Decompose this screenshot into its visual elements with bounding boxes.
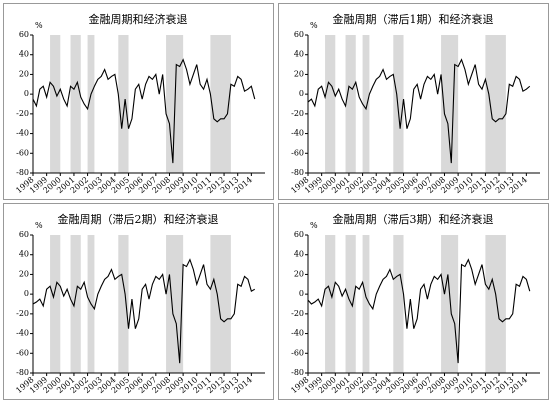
panel-border xyxy=(278,3,549,200)
y-tick-label: 60 xyxy=(294,30,304,39)
y-tick-label: 0 xyxy=(299,89,304,98)
y-tick-label: 40 xyxy=(294,250,304,259)
y-tick-label: 0 xyxy=(24,289,29,298)
y-tick-label: -20 xyxy=(291,309,304,318)
chart-title: 金融周期和经济衰退 xyxy=(89,12,188,26)
y-tick-label: -40 xyxy=(291,329,304,338)
data-line xyxy=(307,258,531,364)
recession-band xyxy=(393,35,404,173)
chart-title: 金融周期（滞后3期）和经济衰退 xyxy=(333,212,494,226)
recession-band xyxy=(345,235,356,373)
y-tick-label: -20 xyxy=(291,109,304,118)
recession-band xyxy=(50,35,61,173)
y-tick-label: 40 xyxy=(294,50,304,59)
y-tick-label: -80 xyxy=(16,168,29,177)
recession-band xyxy=(441,35,459,173)
y-axis-label: % xyxy=(35,221,43,230)
recession-band xyxy=(87,35,95,173)
panel-border xyxy=(278,203,549,400)
y-tick-label: -60 xyxy=(16,348,29,357)
recession-band xyxy=(441,235,459,373)
recession-band xyxy=(393,235,404,373)
y-tick-label: -40 xyxy=(16,329,29,338)
recession-band xyxy=(210,235,231,373)
y-tick-label: 0 xyxy=(299,289,304,298)
data-line xyxy=(307,58,531,164)
recession-band xyxy=(70,235,81,373)
y-tick-label: -80 xyxy=(16,368,29,377)
y-axis-label: % xyxy=(35,21,43,30)
recession-band xyxy=(325,235,336,373)
recession-band xyxy=(118,35,129,173)
y-tick-label: 20 xyxy=(19,269,29,278)
y-tick-label: 20 xyxy=(294,269,304,278)
y-tick-label: 40 xyxy=(19,250,29,259)
panel-border xyxy=(3,3,274,200)
y-tick-label: -60 xyxy=(291,148,304,157)
y-tick-label: -40 xyxy=(291,129,304,138)
y-tick-label: -60 xyxy=(16,148,29,157)
y-tick-label: -20 xyxy=(16,109,29,118)
y-tick-label: -80 xyxy=(291,368,304,377)
panel: 金融周期（滞后2期）和经济衰退%-80-60-40-20020406019981… xyxy=(3,203,274,400)
recession-band xyxy=(362,235,370,373)
panel: 金融周期（滞后1期）和经济衰退%-80-60-40-20020406019981… xyxy=(278,3,549,200)
y-tick-label: -60 xyxy=(291,348,304,357)
y-tick-label: 60 xyxy=(19,30,29,39)
y-tick-label: 20 xyxy=(294,69,304,78)
recession-band xyxy=(362,35,370,173)
y-tick-label: 0 xyxy=(24,89,29,98)
recession-band xyxy=(166,235,184,373)
data-line xyxy=(32,58,256,164)
y-tick-label: 60 xyxy=(294,230,304,239)
y-tick-label: 60 xyxy=(19,230,29,239)
y-axis-label: % xyxy=(310,221,318,230)
y-tick-label: -20 xyxy=(16,309,29,318)
recession-band xyxy=(345,35,356,173)
recession-band xyxy=(118,235,129,373)
recession-band xyxy=(210,35,231,173)
panel: 金融周期和经济衰退%-80-60-40-20020406019981999200… xyxy=(3,3,274,200)
recession-band xyxy=(485,35,506,173)
y-tick-label: 40 xyxy=(19,50,29,59)
y-tick-label: 20 xyxy=(19,69,29,78)
panel: 金融周期（滞后3期）和经济衰退%-80-60-40-20020406019981… xyxy=(278,203,549,400)
y-axis-label: % xyxy=(310,21,318,30)
y-tick-label: -80 xyxy=(291,168,304,177)
recession-band xyxy=(485,235,506,373)
recession-band xyxy=(50,235,61,373)
data-line xyxy=(32,258,256,364)
y-tick-label: -40 xyxy=(16,129,29,138)
panel-border xyxy=(3,203,274,400)
recession-band xyxy=(325,35,336,173)
chart-title: 金融周期（滞后2期）和经济衰退 xyxy=(58,212,219,226)
chart-title: 金融周期（滞后1期）和经济衰退 xyxy=(333,12,494,26)
recession-band xyxy=(70,35,81,173)
